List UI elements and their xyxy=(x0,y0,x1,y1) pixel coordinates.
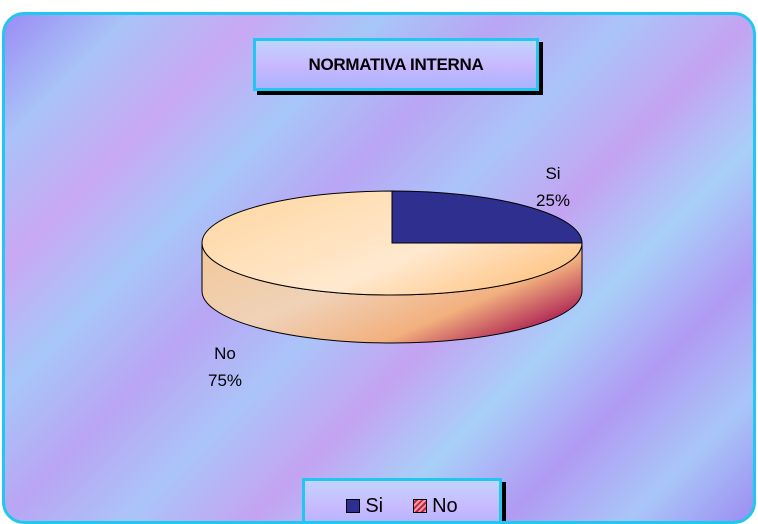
chart-legend: Si No xyxy=(302,478,502,521)
chart-area: NORMATIVA INTERNA Si 25% No 75% Si No xyxy=(2,12,756,524)
legend-swatch-no xyxy=(413,499,428,513)
legend-label-si: Si xyxy=(365,494,384,517)
data-label-no: No 75% xyxy=(195,340,255,394)
pie-slice-no xyxy=(201,190,583,296)
legend-swatch-si xyxy=(346,499,361,513)
data-label-si: Si 25% xyxy=(523,160,583,214)
data-label-si-percent: 25% xyxy=(535,191,571,210)
legend-item-no: No xyxy=(413,495,458,518)
legend-label-no: No xyxy=(432,494,458,517)
data-label-no-percent: 75% xyxy=(207,371,243,390)
data-label-no-name: No xyxy=(214,344,236,363)
pie-chart-plot xyxy=(201,190,583,344)
data-label-si-name: Si xyxy=(545,164,561,183)
chart-title: NORMATIVA INTERNA xyxy=(253,38,539,91)
pie-slice-si xyxy=(391,190,583,244)
legend-item-si: Si xyxy=(346,495,383,518)
